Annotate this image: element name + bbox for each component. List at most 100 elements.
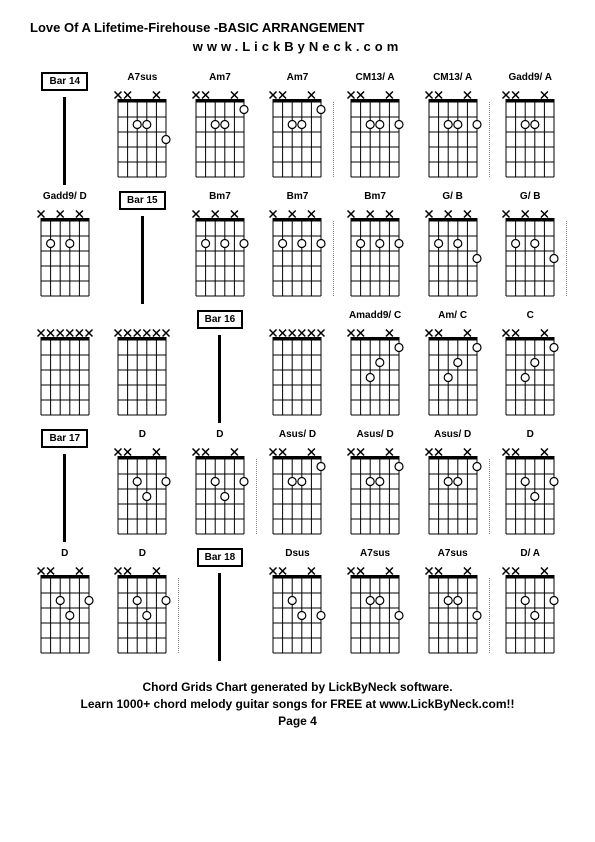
chord-label: Dsus [285, 548, 309, 562]
chord-label: Am/ C [438, 310, 467, 324]
chord-diagram [268, 326, 326, 420]
bar-label: Bar 15 [119, 191, 166, 210]
measure-separator [333, 221, 334, 296]
chord-diagram [346, 564, 404, 658]
chord-cell: Asus/ D [263, 429, 331, 542]
chord-label: C [527, 310, 534, 324]
chord-label: CM13/ A [356, 72, 395, 86]
chord-diagram [36, 564, 94, 658]
bar-label: Bar 18 [197, 548, 244, 567]
bar-label: Bar 17 [41, 429, 88, 448]
chord-cell: D [31, 548, 99, 661]
bar-line [218, 335, 221, 423]
chord-label: Asus/ D [356, 429, 393, 443]
chord-label: G/ B [442, 191, 463, 205]
bar-marker: Bar 16 [186, 310, 254, 423]
bar-marker: Bar 18 [186, 548, 254, 661]
chord-cell: D [108, 429, 176, 542]
chord-diagram [268, 88, 326, 182]
bar-marker: Bar 17 [31, 429, 99, 542]
chord-label: D [61, 548, 68, 562]
footer-line2: Learn 1000+ chord melody guitar songs fo… [30, 696, 565, 713]
chord-cell: Bm7 [263, 191, 331, 304]
chord-diagram [501, 445, 559, 539]
chord-cell: A7sus [108, 72, 176, 185]
chord-cell [31, 310, 99, 423]
bar-line [141, 216, 144, 304]
chord-label: Bm7 [287, 191, 309, 205]
chord-cell: A7sus [419, 548, 487, 661]
chord-label: Am7 [287, 72, 309, 86]
chord-diagram [346, 88, 404, 182]
chord-diagram [191, 207, 249, 301]
page-subtitle: www.LickByNeck.com [30, 39, 565, 54]
chord-label: Bm7 [364, 191, 386, 205]
chord-cell: Am7 [263, 72, 331, 185]
chord-cell: G/ B [419, 191, 487, 304]
chord-cell: Dsus [263, 548, 331, 661]
measure-separator [566, 221, 567, 296]
chord-label: Amadd9/ C [349, 310, 401, 324]
chord-diagram [424, 88, 482, 182]
measure-separator [178, 578, 179, 653]
chord-diagram [501, 88, 559, 182]
bar-line [63, 97, 66, 185]
measure-separator [489, 102, 490, 177]
chord-cell: Asus/ D [419, 429, 487, 542]
chord-diagram [113, 326, 171, 420]
chord-cell: Am/ C [419, 310, 487, 423]
chord-diagram [424, 564, 482, 658]
chord-diagram [268, 564, 326, 658]
chord-label: Am7 [209, 72, 231, 86]
measure-separator [489, 459, 490, 534]
chord-cell [108, 310, 176, 423]
chord-cell: Am7 [186, 72, 254, 185]
chord-diagram [191, 445, 249, 539]
measure-separator [256, 459, 257, 534]
chord-diagram [113, 88, 171, 182]
footer-line1: Chord Grids Chart generated by LickByNec… [30, 679, 565, 696]
chord-diagram [501, 207, 559, 301]
bar-marker: Bar 14 [31, 72, 99, 185]
chord-label: Gadd9/ D [43, 191, 87, 205]
chord-cell: Amadd9/ C [341, 310, 409, 423]
chord-label: A7sus [438, 548, 468, 562]
chord-label: A7sus [360, 548, 390, 562]
chord-diagram [36, 207, 94, 301]
chord-diagram [346, 207, 404, 301]
chord-diagram [113, 445, 171, 539]
chord-cell: Gadd9/ A [496, 72, 564, 185]
chord-cell [263, 310, 331, 423]
chord-diagram [113, 564, 171, 658]
bar-line [218, 573, 221, 661]
chord-cell: D [496, 429, 564, 542]
chord-cell: G/ B [496, 191, 564, 304]
chord-cell: D [108, 548, 176, 661]
chord-label: Asus/ D [279, 429, 316, 443]
chord-diagram [424, 445, 482, 539]
chord-cell: D/ A [496, 548, 564, 661]
chord-label: D [527, 429, 534, 443]
chord-cell: Bm7 [341, 191, 409, 304]
chord-diagram [501, 564, 559, 658]
chord-diagram [346, 326, 404, 420]
chord-label: D/ A [520, 548, 540, 562]
chord-diagram [424, 207, 482, 301]
bar-marker: Bar 15 [108, 191, 176, 304]
chord-diagram [424, 326, 482, 420]
chord-diagram [346, 445, 404, 539]
chord-grid: Bar 14A7susAm7Am7CM13/ ACM13/ AGadd9/ AG… [30, 72, 565, 661]
measure-separator [333, 102, 334, 177]
page-number: Page 4 [30, 713, 565, 730]
chord-cell: Bm7 [186, 191, 254, 304]
bar-line [63, 454, 66, 542]
chord-label: G/ B [520, 191, 541, 205]
chord-cell: Gadd9/ D [31, 191, 99, 304]
chord-cell: Asus/ D [341, 429, 409, 542]
chord-cell: CM13/ A [419, 72, 487, 185]
measure-separator [489, 578, 490, 653]
chord-label: D [216, 429, 223, 443]
page-title: Love Of A Lifetime-Firehouse -BASIC ARRA… [30, 20, 565, 35]
chord-cell: CM13/ A [341, 72, 409, 185]
chord-label: D [139, 548, 146, 562]
